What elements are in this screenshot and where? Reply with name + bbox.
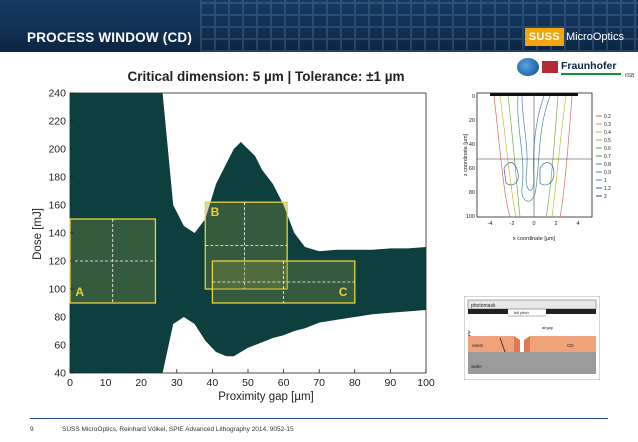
resist-sidewall-left xyxy=(514,336,520,352)
chart-title: Critical dimension: 5 µm | Tolerance: ±1… xyxy=(127,69,404,84)
x-tick-label: 70 xyxy=(313,377,325,389)
photomask-layer xyxy=(467,299,597,310)
sim-legend: 0.2 0.3 0.4 0.5 0.6 0.7 0.8 0.9 1 1.2 2 xyxy=(596,114,611,200)
slide-header: PROCESS WINDOW (CD) SUSS MicroOptics xyxy=(0,0,638,52)
y-tick-label: 40 xyxy=(54,368,66,380)
window-label-b: B xyxy=(211,205,220,219)
brand-text: MicroOptics xyxy=(565,31,624,43)
x-tick-label: 100 xyxy=(417,377,435,389)
sim-legend-label: 0.5 xyxy=(604,138,611,144)
sim-x-tick-label: -2 xyxy=(510,221,515,227)
resist-right xyxy=(530,336,596,352)
sim-y-tick-label: 40 xyxy=(469,142,475,148)
wafer-label: wafer xyxy=(471,364,483,369)
window-label-a: A xyxy=(75,285,84,299)
sim-x-tick-label: 0 xyxy=(532,221,535,227)
sim-frame xyxy=(476,92,593,218)
sim-x-tick-label: -4 xyxy=(488,221,493,227)
y-tick-label: 80 xyxy=(54,312,66,324)
university-logo-icon xyxy=(542,61,558,73)
sim-y-ticks: 0 20 40 60 80 100 xyxy=(466,94,475,220)
x-tick-label: 30 xyxy=(171,377,183,389)
sim-legend-label: 0.7 xyxy=(604,154,611,160)
brand-box: SUSS xyxy=(524,28,564,46)
sim-legend-label: 0.8 xyxy=(604,162,611,168)
sim-y-tick-label: 100 xyxy=(466,214,475,220)
proximity-schematic: photomask full pitch airgap gap resist C… xyxy=(464,296,600,380)
partner-logos: Fraunhofer IISB xyxy=(517,57,635,79)
fraunhofer-logo-bar xyxy=(561,73,621,75)
resist-sidewall-right xyxy=(524,336,530,352)
footer-rule xyxy=(30,418,608,419)
globe-logo-icon xyxy=(517,58,539,76)
y-tick-label: 240 xyxy=(48,88,66,100)
window-label-c: C xyxy=(339,285,348,299)
cd-label: CD xyxy=(567,343,574,348)
gap-label: gap xyxy=(466,330,471,337)
sim-legend-label: 1.2 xyxy=(604,186,611,192)
wafer-layer xyxy=(468,352,596,374)
sim-legend-label: 0.3 xyxy=(604,122,611,128)
y-tick-label: 180 xyxy=(48,172,66,184)
sim-x-tick-label: 2 xyxy=(554,221,557,227)
sim-y-axis-label: z coordinate [µm] xyxy=(463,133,469,176)
sim-x-axis-label: x coordinate [µm] xyxy=(513,236,556,242)
mask-chrome-left xyxy=(468,309,508,314)
x-tick-label: 50 xyxy=(242,377,254,389)
resist-label: resist xyxy=(472,343,484,348)
y-tick-label: 140 xyxy=(48,228,66,240)
full-pitch-label: full pitch xyxy=(514,310,529,315)
mask-chrome-right xyxy=(546,309,596,314)
resist-left xyxy=(468,336,514,352)
y-tick-label: 60 xyxy=(54,340,66,352)
brand-logo: SUSS MicroOptics xyxy=(524,28,624,46)
sim-legend-label: 0.6 xyxy=(604,146,611,152)
sim-legend-label: 0.9 xyxy=(604,170,611,176)
fraunhofer-sublabel: IISB xyxy=(625,73,635,79)
y-tick-label: 160 xyxy=(48,200,66,212)
y-axis-label: Dose [mJ] xyxy=(32,208,44,260)
sim-y-tick-label: 20 xyxy=(469,118,475,124)
plot-area: A B C 0 10 20 30 40 50 60 70 80 90 100 40 60 80 100 120 140… xyxy=(48,88,434,390)
slide-title: PROCESS WINDOW (CD) xyxy=(27,30,193,45)
page-number: 9 xyxy=(30,426,34,433)
x-tick-label: 20 xyxy=(135,377,147,389)
header-wafer-pattern xyxy=(200,0,638,52)
x-tick-label: 0 xyxy=(67,377,73,389)
y-tick-label: 200 xyxy=(48,144,66,156)
sim-legend-label: 2 xyxy=(604,194,607,200)
sim-y-tick-label: 80 xyxy=(469,190,475,196)
x-tick-label: 90 xyxy=(385,377,397,389)
sim-x-tick-label: 4 xyxy=(576,221,579,227)
sim-legend-label: 0.2 xyxy=(604,114,611,120)
footer-citation: SUSS MicroOptics, Reinhard Völkel, SPIE … xyxy=(62,426,294,433)
sim-y-tick-label: 0 xyxy=(472,94,475,100)
sim-y-tick-label: 60 xyxy=(469,166,475,172)
x-tick-label: 10 xyxy=(100,377,112,389)
sim-x-ticks: -4 -2 0 2 4 xyxy=(488,221,580,227)
photomask-label: photomask xyxy=(471,303,496,309)
y-tick-label: 100 xyxy=(48,284,66,296)
x-axis-label: Proximity gap [µm] xyxy=(218,391,313,403)
sim-legend-label: 0.4 xyxy=(604,130,611,136)
slide-footer: 9 SUSS MicroOptics, Reinhard Völkel, SPI… xyxy=(0,418,638,442)
fraunhofer-logo: Fraunhofer xyxy=(561,60,617,72)
x-tick-label: 40 xyxy=(207,377,219,389)
y-tick-label: 120 xyxy=(48,256,66,268)
sim-legend-label: 1 xyxy=(604,178,607,184)
x-tick-label: 60 xyxy=(278,377,290,389)
x-tick-label: 80 xyxy=(349,377,361,389)
process-window-chart: Critical dimension: 5 µm | Tolerance: ±1… xyxy=(32,69,435,403)
sim-contours xyxy=(477,93,592,218)
y-tick-label: 220 xyxy=(48,116,66,128)
airgap-label: airgap xyxy=(542,325,554,330)
